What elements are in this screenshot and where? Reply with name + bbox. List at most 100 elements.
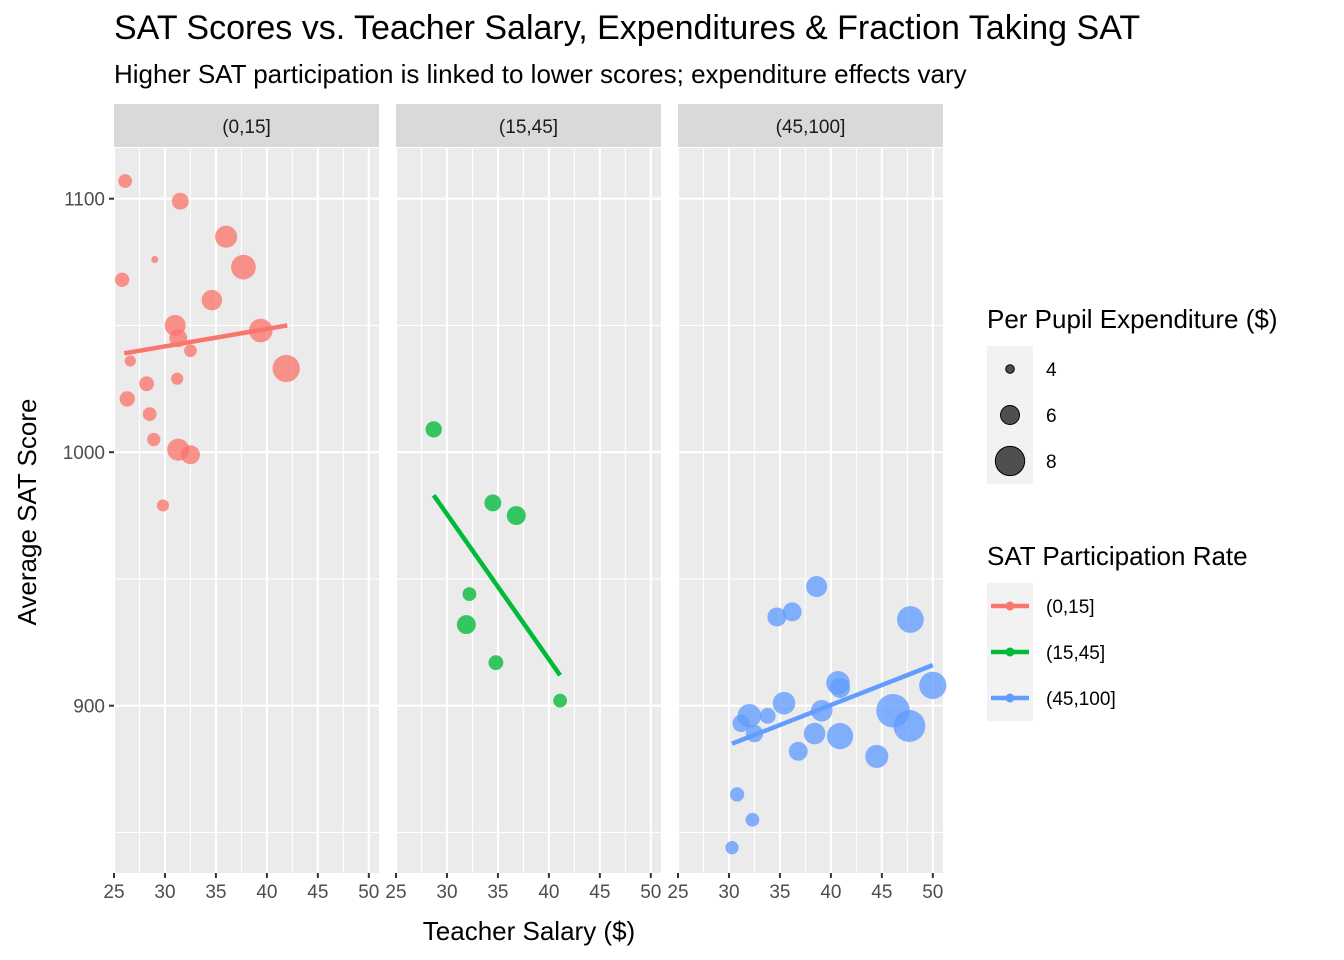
x-tick-label: 35: [769, 882, 790, 903]
chart-subtitle: Higher SAT participation is linked to lo…: [114, 59, 967, 89]
data-point: [231, 254, 256, 280]
x-tick-label: 25: [103, 882, 124, 903]
data-point: [745, 812, 760, 827]
facet-panel: (15,45] 25 30 35 40 45 50: [385, 104, 661, 903]
x-tick-label: 25: [667, 882, 688, 903]
data-point: [772, 691, 796, 715]
data-point: [184, 344, 197, 358]
data-point: [725, 841, 739, 855]
color-legend-point: [1005, 647, 1015, 657]
data-point: [732, 714, 750, 733]
data-point: [919, 671, 947, 700]
color-legend-title: SAT Participation Rate: [987, 541, 1248, 571]
y-tick-label: 1100: [64, 190, 105, 211]
data-point: [118, 174, 133, 188]
data-point: [151, 256, 159, 264]
legend: Per Pupil Expenditure ($) 4 6 8 SAT Particip…: [987, 304, 1277, 721]
data-point: [462, 587, 477, 602]
data-point: [830, 677, 851, 698]
trend-line: [431, 493, 562, 677]
x-tick-label: 40: [256, 882, 277, 903]
data-point: [759, 707, 776, 724]
data-point: [456, 615, 476, 635]
x-axis-title: Teacher Salary ($): [423, 916, 635, 946]
data-point: [729, 787, 745, 802]
facet-strip: [114, 104, 379, 147]
facet-panels: (0,15] 25 30 35 40 45 50 900 1000 1100 (15,45] 25 30…: [63, 104, 947, 903]
data-point: [425, 421, 442, 438]
size-legend-label: 4: [1046, 360, 1057, 381]
data-point: [893, 709, 926, 742]
x-tick-label: 25: [385, 882, 406, 903]
x-tick-label: 35: [487, 882, 508, 903]
data-point: [171, 372, 184, 385]
panel-background: [396, 148, 661, 873]
data-point: [553, 693, 567, 708]
color-legend-label: (15,45]: [1046, 643, 1105, 664]
data-point: [767, 607, 787, 627]
x-tick-label: 30: [718, 882, 739, 903]
data-point: [826, 722, 854, 750]
data-point: [139, 376, 155, 392]
x-tick-label: 50: [358, 882, 379, 903]
data-point: [810, 699, 833, 722]
size-legend-key: [994, 445, 1026, 477]
facet-strip-label: (45,100]: [776, 117, 846, 138]
data-point: [272, 354, 300, 383]
data-point: [171, 192, 189, 210]
panel-background: [678, 148, 943, 873]
data-point: [745, 724, 764, 743]
data-point: [201, 289, 223, 311]
data-point: [806, 576, 828, 598]
x-tick-label: 30: [436, 882, 457, 903]
trend-line: [731, 663, 934, 746]
size-legend-key: [1005, 364, 1015, 374]
x-tick-label: 30: [154, 882, 175, 903]
size-legend-label: 6: [1046, 406, 1057, 427]
color-legend-label: (0,15]: [1046, 597, 1095, 618]
data-point: [169, 329, 188, 348]
size-legend-title: Per Pupil Expenditure ($): [987, 304, 1277, 334]
facet-strip-label: (15,45]: [499, 117, 558, 138]
size-legend-label: 8: [1046, 452, 1057, 473]
x-tick-label: 45: [589, 882, 610, 903]
x-tick-label: 45: [307, 882, 328, 903]
color-legend-point: [1005, 693, 1015, 703]
data-point: [215, 225, 238, 248]
data-point: [484, 494, 502, 512]
data-point: [147, 432, 161, 447]
x-tick-label: 40: [538, 882, 559, 903]
x-tick-label: 35: [205, 882, 226, 903]
x-tick-label: 40: [820, 882, 841, 903]
y-axis-title: Average SAT Score: [12, 399, 42, 626]
data-point: [180, 445, 200, 465]
data-point: [782, 602, 802, 622]
data-point: [142, 407, 157, 422]
facet-strip-label: (0,15]: [222, 117, 271, 138]
facet-panel: (0,15] 25 30 35 40 45 50 900 1000 1100: [63, 104, 379, 903]
color-legend-point: [1005, 601, 1015, 611]
facet-strip: [396, 104, 661, 147]
data-point: [788, 741, 808, 761]
data-point: [865, 744, 889, 768]
data-point: [115, 272, 130, 287]
data-point: [488, 655, 504, 670]
size-legend-key: [1000, 405, 1020, 425]
x-tick-label: 50: [640, 882, 661, 903]
chart-title: SAT Scores vs. Teacher Salary, Expenditu…: [114, 9, 1140, 47]
data-point: [803, 722, 826, 745]
facet-panel: (45,100] 25 30 35 40 45 50: [667, 104, 947, 903]
data-point: [156, 499, 170, 512]
facet-strip: [678, 104, 943, 147]
y-tick-label: 1000: [63, 443, 105, 464]
data-point: [119, 391, 135, 407]
data-point: [506, 506, 526, 526]
x-tick-label: 50: [922, 882, 943, 903]
data-point: [248, 318, 273, 343]
y-tick-label: 900: [73, 697, 105, 718]
x-tick-label: 45: [871, 882, 892, 903]
data-point: [124, 355, 136, 367]
color-legend-label: (45,100]: [1046, 689, 1116, 710]
data-point: [897, 606, 924, 633]
